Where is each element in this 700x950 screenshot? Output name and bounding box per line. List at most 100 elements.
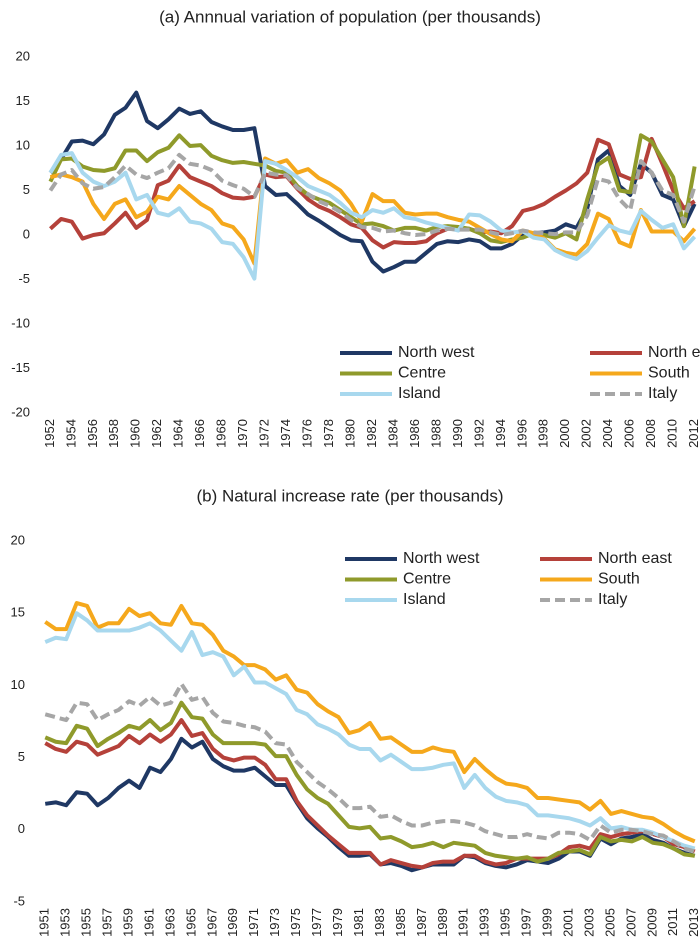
x-tick-label: 1971	[246, 908, 261, 937]
x-tick-label: 1974	[278, 419, 293, 448]
legend-label: Island	[403, 591, 446, 608]
x-tick-label: 1976	[300, 419, 315, 448]
series-line	[44, 718, 696, 870]
x-tick-label: 2010	[665, 419, 680, 448]
y-tick-label: -15	[11, 360, 30, 375]
x-tick-label: 2000	[557, 419, 572, 448]
y-tick-label: -10	[11, 315, 30, 330]
chart-panel: (b) Natural increase rate (per thousands…	[11, 486, 700, 936]
x-tick-label: 2012	[686, 419, 700, 448]
x-tick-label: 1981	[351, 908, 366, 937]
x-tick-label: 2001	[560, 908, 575, 937]
series-line	[44, 611, 696, 851]
x-tick-label: 1988	[428, 419, 443, 448]
x-tick-label: 1987	[414, 908, 429, 937]
x-tick-label: 2004	[600, 419, 615, 448]
x-tick-label: 1982	[364, 419, 379, 448]
y-tick-label: 20	[11, 532, 25, 547]
x-tick-label: 1959	[120, 908, 135, 937]
x-tick-label: 1995	[498, 908, 513, 937]
y-tick-label: 10	[11, 677, 25, 692]
x-tick-label: 1966	[192, 419, 207, 448]
x-tick-label: 1991	[456, 908, 471, 937]
x-tick-label: 2002	[579, 419, 594, 448]
series-line	[48, 151, 697, 281]
x-tick-label: 1970	[235, 419, 250, 448]
chart-title: (b) Natural increase rate (per thousands…	[196, 486, 503, 505]
y-tick-label: 5	[23, 182, 30, 197]
x-tick-label: 2009	[644, 908, 659, 937]
y-tick-label: 0	[23, 226, 30, 241]
series-line	[49, 136, 696, 250]
legend-label: South	[598, 571, 640, 588]
x-tick-label: 1986	[407, 419, 422, 448]
y-tick-label: 15	[11, 605, 25, 620]
y-tick-label: -5	[13, 893, 25, 908]
x-tick-label: 1963	[162, 908, 177, 937]
legend-label: North east	[598, 550, 672, 567]
x-tick-label: 2008	[643, 419, 658, 448]
x-tick-label: 1999	[540, 908, 555, 937]
series-line	[48, 152, 697, 237]
x-tick-label: 1951	[37, 908, 52, 937]
x-tick-label: 1955	[79, 908, 94, 937]
x-tick-label: 1977	[309, 908, 324, 937]
legend-label: Italy	[598, 591, 627, 608]
x-tick-label: 1965	[183, 908, 198, 937]
x-tick-label: 1953	[58, 908, 73, 937]
x-tick-label: 1972	[257, 419, 272, 448]
legend-label: Centre	[398, 365, 446, 382]
x-tick-label: 1954	[63, 419, 78, 448]
x-tick-label: 1989	[435, 908, 450, 937]
y-tick-label: 5	[18, 749, 25, 764]
x-tick-label: 1996	[514, 419, 529, 448]
y-tick-label: 0	[18, 821, 25, 836]
legend-label: North east	[648, 344, 700, 361]
x-tick-label: 2003	[581, 908, 596, 937]
x-tick-label: 1962	[149, 419, 164, 448]
series-line	[48, 90, 697, 274]
y-tick-label: 10	[16, 137, 30, 152]
x-tick-label: 1984	[385, 419, 400, 448]
y-tick-label: 15	[16, 93, 30, 108]
x-tick-label: 1960	[128, 419, 143, 448]
x-tick-label: 1997	[519, 908, 534, 937]
y-tick-label: 20	[16, 48, 30, 63]
x-tick-label: 2006	[622, 419, 637, 448]
x-tick-label: 1990	[450, 419, 465, 448]
legend-label: North west	[403, 550, 480, 567]
y-tick-label: -20	[11, 404, 30, 419]
x-tick-label: 1978	[321, 419, 336, 448]
x-tick-label: 1961	[141, 908, 156, 937]
x-tick-label: 1980	[342, 419, 357, 448]
x-tick-label: 1968	[214, 419, 229, 448]
x-tick-label: 1979	[330, 908, 345, 937]
chart-panel: (a) Annnual variation of population (per…	[11, 7, 700, 447]
legend-label: Island	[398, 385, 441, 402]
x-tick-label: 1964	[171, 419, 186, 448]
x-tick-label: 1967	[204, 908, 219, 937]
legend-label: South	[648, 365, 690, 382]
x-tick-label: 1957	[100, 908, 115, 937]
x-tick-label: 2013	[686, 908, 700, 937]
x-tick-label: 1956	[85, 419, 100, 448]
x-tick-label: 2005	[602, 908, 617, 937]
series-line	[48, 133, 697, 245]
chart-title: (a) Annnual variation of population (per…	[159, 7, 541, 26]
x-tick-label: 1994	[493, 419, 508, 448]
series-line	[44, 601, 696, 844]
series-line	[44, 700, 696, 864]
x-tick-label: 1958	[106, 419, 121, 448]
series-line	[44, 681, 696, 854]
x-tick-label: 1998	[536, 419, 551, 448]
x-tick-label: 1992	[471, 419, 486, 448]
x-tick-label: 1975	[288, 908, 303, 937]
x-tick-label: 1973	[267, 908, 282, 937]
series-line	[49, 156, 697, 266]
legend-label: Centre	[403, 571, 451, 588]
y-tick-label: -5	[18, 271, 30, 286]
x-tick-label: 2007	[623, 908, 638, 937]
x-tick-label: 1952	[42, 419, 57, 448]
